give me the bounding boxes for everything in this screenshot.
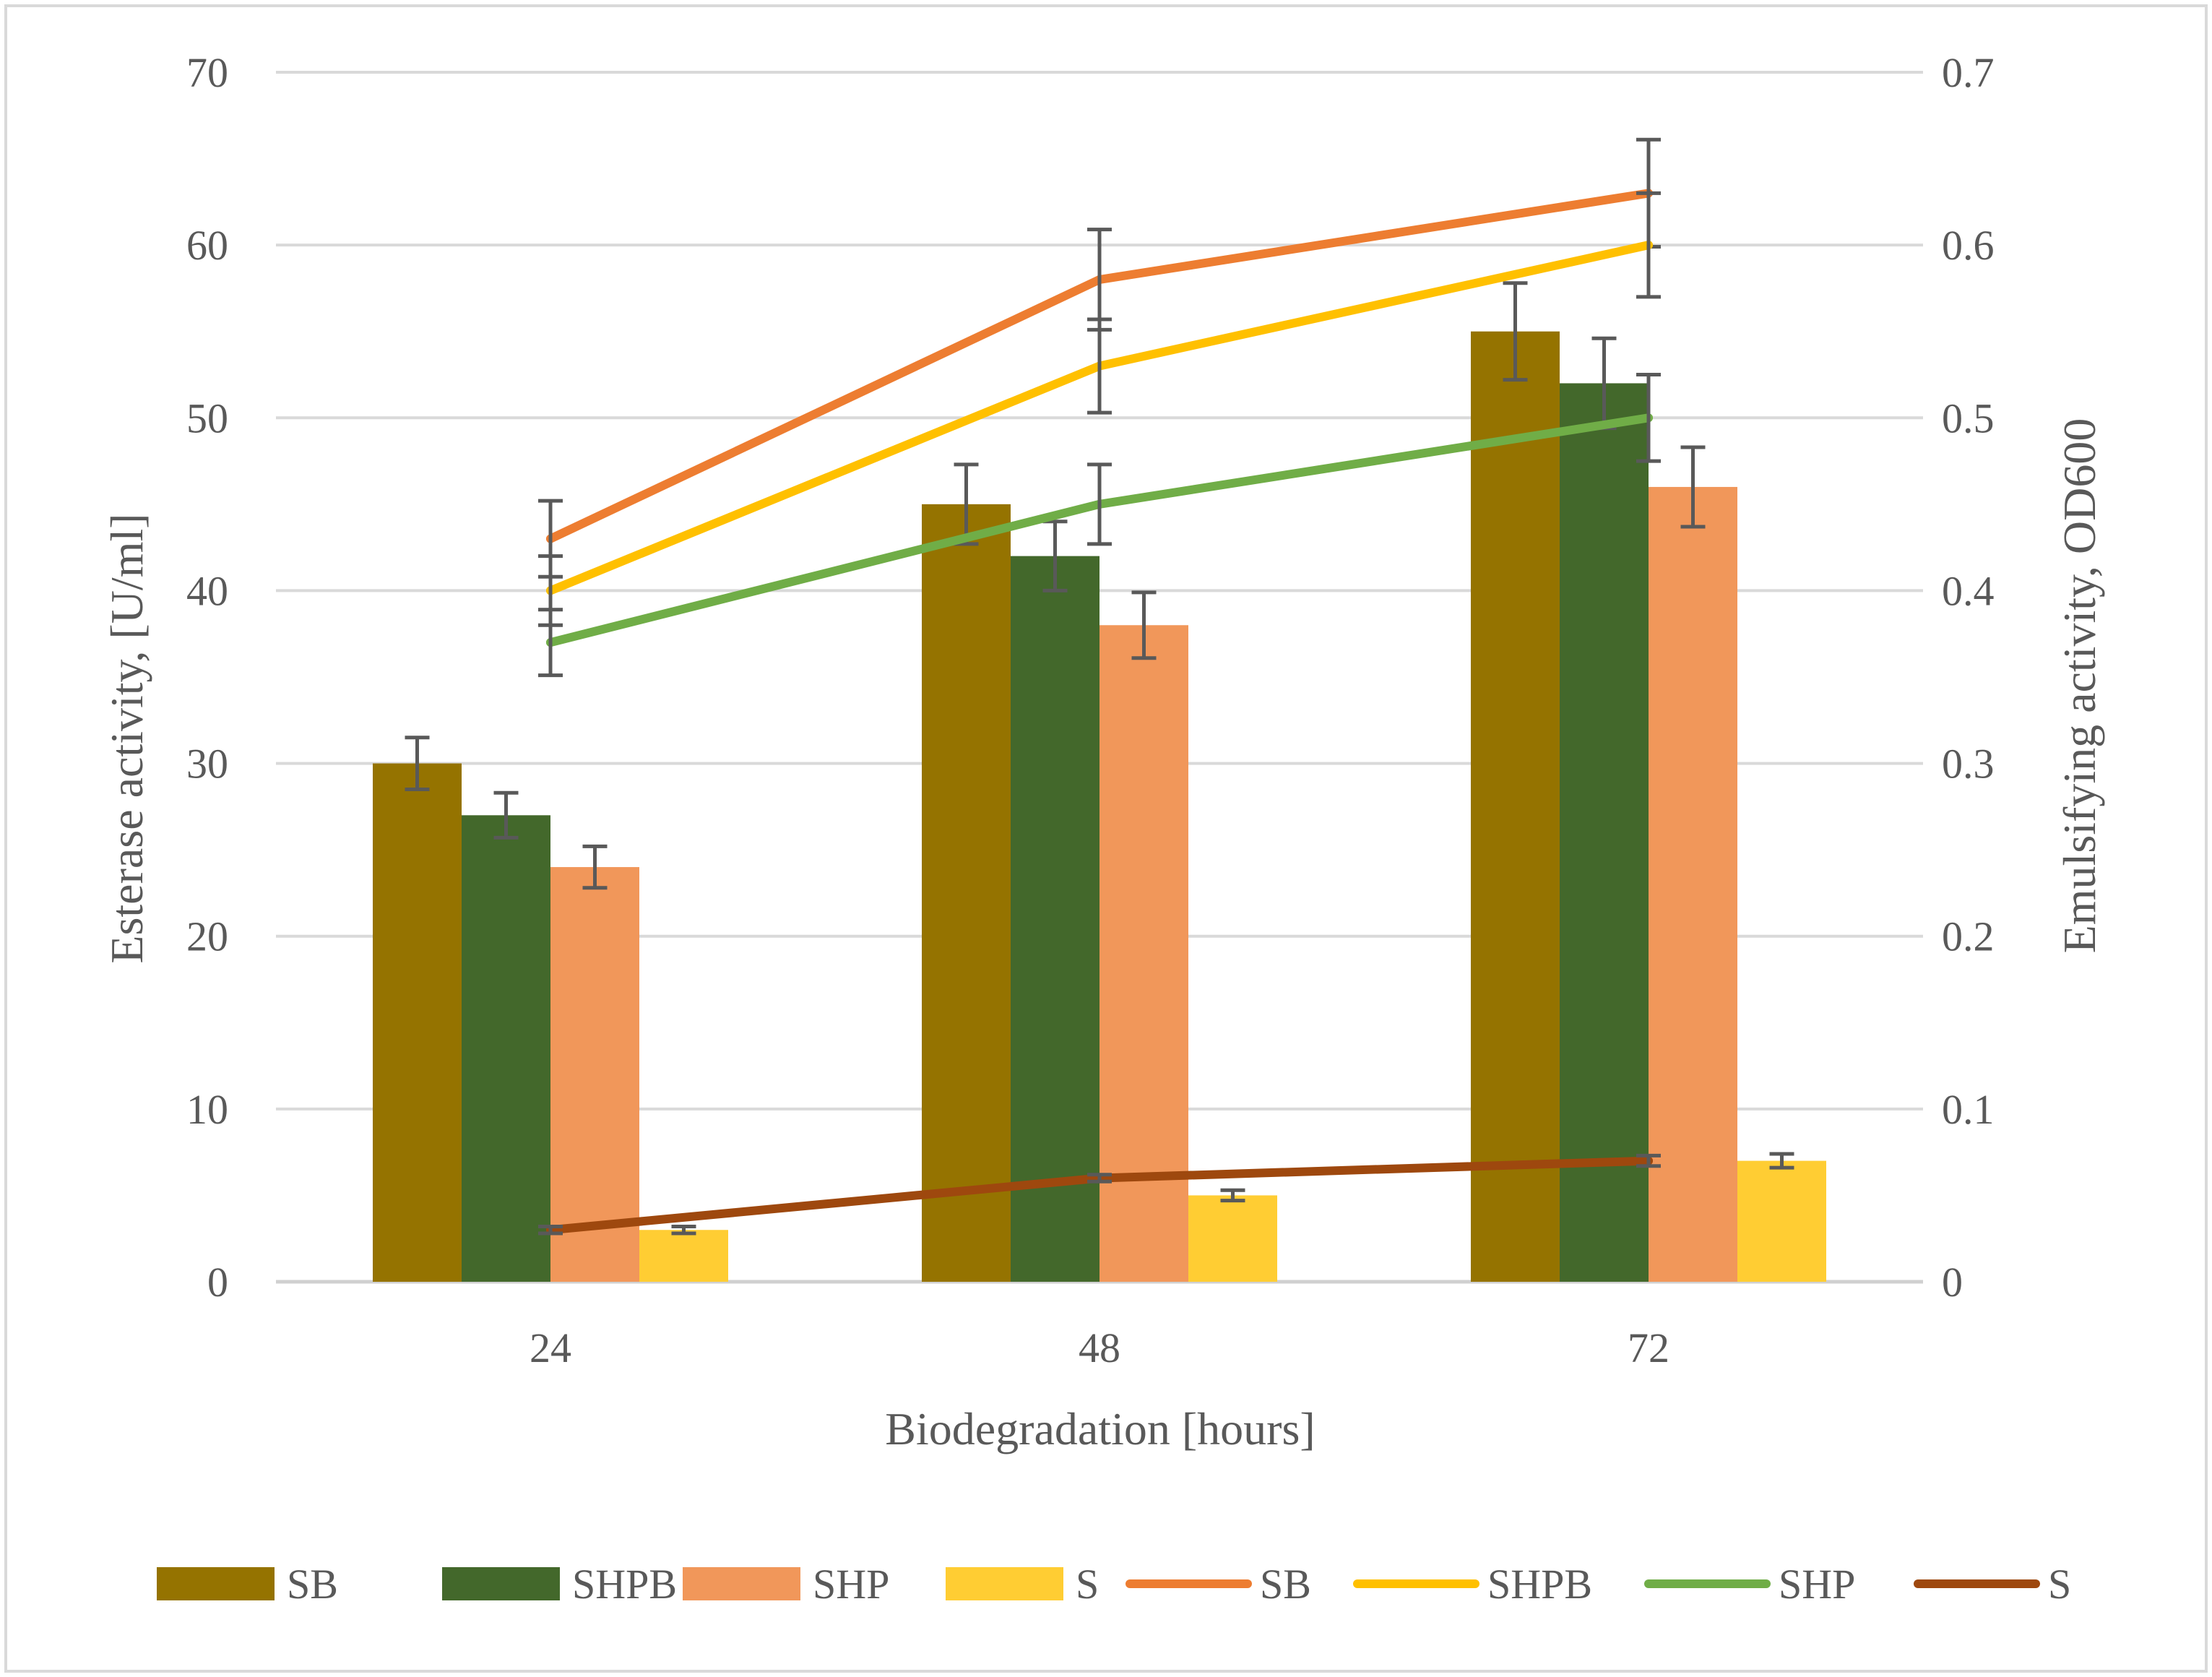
bar-s [1188,1195,1277,1282]
bar-s [1737,1160,1826,1282]
legend-swatch-bar [442,1567,560,1600]
bar-series-group [373,281,1826,1282]
right-tick-label: 0.2 [1942,913,1995,960]
left-tick-label: 20 [186,913,228,960]
right-tick-label: 0.4 [1942,567,1995,614]
x-tick-label: 24 [530,1324,571,1371]
left-axis-title: Esterase activity, [U/ml] [101,513,152,963]
left-tick-label: 30 [186,741,228,788]
legend: SB SHPB SHP S SB SHPB SHP S [157,1561,2071,1608]
x-tick-label: 72 [1628,1324,1669,1371]
legend-label: SHP [813,1561,889,1608]
right-axis-title: Emulsifying activity, OD600 [2054,418,2105,954]
right-tick-label: 0.6 [1942,222,1995,269]
line-series-group [538,137,1661,1236]
bar-s [639,1230,728,1282]
left-tick-label: 50 [186,395,228,441]
left-tick-label: 70 [186,49,228,96]
legend-label: SHPB [1487,1561,1592,1608]
bar-shp [550,867,639,1282]
legend-swatch-bar [683,1567,800,1600]
legend-label: SB [287,1561,338,1608]
x-axis-title: Biodegradation [hours] [885,1403,1315,1454]
left-tick-label: 10 [186,1086,228,1133]
right-tick-label: 0.3 [1942,741,1995,788]
bar-shpb [1560,383,1649,1282]
legend-label: SHPB [572,1561,677,1608]
tick-labels: 0 10 20 30 40 50 60 70 0 0.1 0.2 0.3 0.4 0.5 0.6 0.7 24 4… [186,49,1995,1371]
bar-shp [1649,486,1737,1282]
legend-swatch-bar [946,1567,1063,1600]
x-tick-label: 48 [1079,1324,1120,1371]
legend-label: SB [1260,1561,1311,1608]
left-tick-label: 60 [186,222,228,269]
legend-label: S [2048,1561,2071,1608]
left-tick-label: 0 [207,1259,228,1306]
legend-swatch-bar [157,1567,275,1600]
right-tick-label: 0 [1942,1259,1963,1306]
right-tick-label: 0.5 [1942,395,1995,441]
right-tick-label: 0.7 [1942,49,1995,96]
left-tick-label: 40 [186,567,228,614]
bar-sb [373,763,462,1282]
bar-sb [922,504,1011,1282]
bar-sb [1471,331,1560,1282]
legend-label: SHP [1779,1561,1855,1608]
right-tick-label: 0.1 [1942,1086,1995,1133]
bar-shpb [1011,556,1099,1282]
bar-shp [1099,625,1188,1282]
bar-shpb [462,815,550,1282]
legend-label: S [1076,1561,1099,1608]
